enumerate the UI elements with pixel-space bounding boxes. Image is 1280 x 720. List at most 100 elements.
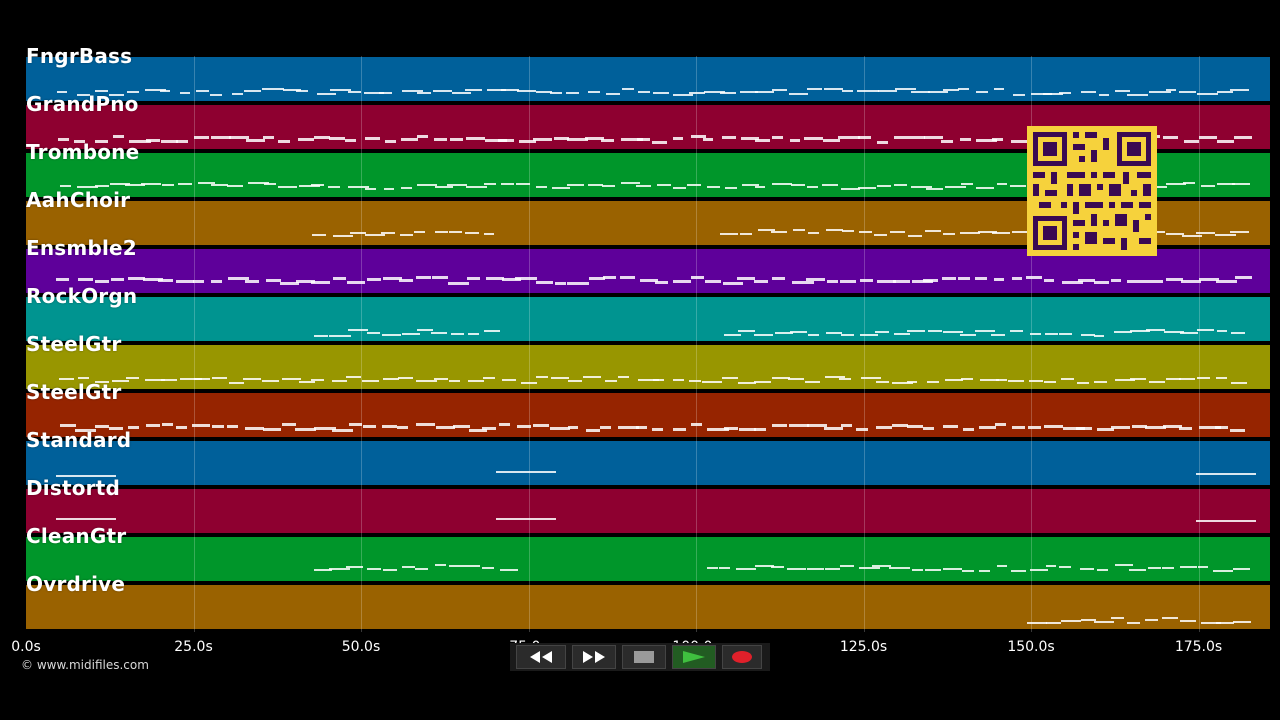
note-segment (1215, 622, 1235, 624)
note-segment (365, 188, 377, 190)
note-segment (719, 567, 731, 569)
note-segment (1127, 622, 1141, 624)
note-segment (855, 428, 868, 431)
note-segment (758, 229, 776, 231)
note-segment (1059, 92, 1071, 94)
note-segment (124, 184, 145, 186)
note-segment (1027, 426, 1041, 429)
note-segment (702, 381, 723, 383)
note-segment (996, 565, 1008, 567)
note-segment (382, 378, 399, 380)
note-segment (381, 334, 401, 336)
note-segment (1216, 140, 1235, 143)
note-segment (264, 183, 277, 185)
note-segment (435, 564, 446, 566)
note-segment (58, 138, 70, 141)
note-segment (875, 426, 893, 429)
note-segment (112, 380, 130, 382)
note-segment (858, 567, 881, 569)
note-segment (244, 90, 261, 92)
note-segment (210, 136, 231, 139)
time-tick-label: 0.0s (11, 639, 41, 655)
time-tick-label: 150.0s (1007, 639, 1055, 655)
note-segment (77, 278, 94, 281)
note-segment (1233, 136, 1253, 139)
note-segment (535, 91, 552, 93)
note-segment (1165, 89, 1177, 91)
note-segment (808, 334, 820, 336)
note-segment (262, 88, 284, 90)
note-segment (583, 376, 602, 378)
note-segment (400, 187, 413, 189)
note-segment (618, 376, 630, 378)
track-lane (26, 56, 1270, 102)
note-segment (889, 231, 905, 233)
note-segment (416, 276, 432, 279)
note-segment (367, 568, 381, 570)
note-segment (605, 93, 620, 95)
rewind-button[interactable] (516, 645, 566, 669)
note-segment (1045, 565, 1057, 567)
note-segment (296, 280, 315, 283)
note-segment (1060, 378, 1075, 380)
note-segment (261, 380, 280, 382)
note-segment (416, 380, 438, 382)
note-segment (1029, 333, 1041, 335)
note-segment (894, 88, 916, 90)
note-segment (210, 184, 228, 186)
note-segment (212, 425, 225, 428)
note-segment (585, 137, 605, 140)
note-segment (312, 234, 327, 236)
note-segment (976, 91, 989, 93)
note-segment (1161, 617, 1179, 619)
note-segment (941, 140, 954, 143)
note-segment (496, 518, 556, 520)
note-segment (979, 426, 996, 429)
note-segment (1030, 569, 1048, 571)
note-segment (1029, 380, 1044, 382)
note-segment (975, 330, 996, 332)
note-segment (942, 568, 962, 570)
note-segment (1080, 91, 1096, 93)
note-segment (923, 279, 939, 282)
note-segment (1230, 231, 1250, 233)
note-segment (176, 140, 189, 143)
note-segment (127, 91, 139, 93)
note-segment (417, 329, 433, 331)
note-segment (875, 331, 889, 333)
note-segment (722, 136, 737, 139)
note-segment (944, 379, 964, 381)
note-segment (434, 378, 449, 380)
note-segment (311, 184, 325, 186)
note-segment (1043, 93, 1063, 95)
record-button[interactable] (722, 645, 762, 669)
note-segment (860, 377, 882, 379)
note-segment (1059, 333, 1072, 335)
note-segment (416, 135, 428, 138)
play-button[interactable] (672, 645, 716, 669)
note-segment (910, 136, 925, 139)
note-segment (161, 140, 179, 143)
fast-forward-button[interactable] (572, 645, 616, 669)
note-segment (94, 381, 109, 383)
stop-button[interactable] (622, 645, 666, 669)
note-segment (347, 281, 365, 284)
note-segment (417, 92, 431, 94)
note-segment (1146, 329, 1165, 331)
note-segment (925, 569, 942, 571)
note-segment (486, 277, 505, 280)
note-segment (1030, 93, 1052, 95)
note-segment (1111, 279, 1122, 282)
note-segment (384, 188, 395, 190)
note-segment (382, 425, 397, 428)
note-segment (1059, 566, 1072, 568)
note-segment (979, 379, 999, 381)
note-segment (126, 377, 140, 379)
note-segment (379, 92, 393, 94)
note-segment (265, 279, 281, 282)
note-segment (568, 426, 579, 429)
note-segment (1179, 620, 1197, 622)
note-segment (282, 423, 296, 426)
note-segment (180, 92, 191, 94)
note-segment (1197, 566, 1209, 568)
